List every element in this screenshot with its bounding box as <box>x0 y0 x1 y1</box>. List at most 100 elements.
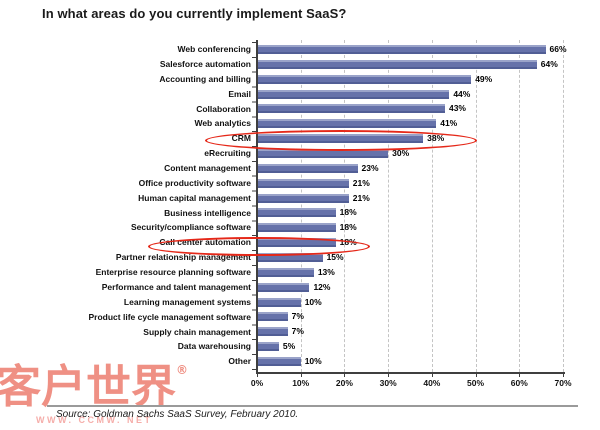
bar <box>257 208 336 218</box>
value-label: 10% <box>304 356 322 367</box>
chart-title: In what areas do you currently implement… <box>42 6 347 21</box>
bar <box>257 282 310 292</box>
watermark-url: WWW. CCMW. NET <box>36 415 153 425</box>
bar-track: 23% <box>257 161 563 176</box>
x-tick <box>344 372 346 377</box>
chart-row: Performance and talent management 12% <box>0 280 600 295</box>
bar-track: 64% <box>257 57 563 72</box>
chart-row: Web conferencing 66% <box>0 42 600 57</box>
gridline <box>388 40 390 372</box>
x-tick <box>431 372 433 377</box>
x-tick-label: 70% <box>554 378 572 388</box>
category-label: Product life cycle management software <box>88 311 252 322</box>
bar-track: 44% <box>257 87 563 102</box>
watermark-logo: 客户世界® <box>0 360 189 413</box>
bar-track: 13% <box>257 265 563 280</box>
chart-row: Learning management systems 10% <box>0 295 600 310</box>
chart-row: Salesforce automation 64% <box>0 57 600 72</box>
chart-row: Partner relationship management 15% <box>0 250 600 265</box>
value-label: 7% <box>291 311 304 322</box>
value-label: 10% <box>304 296 322 307</box>
x-tick <box>475 372 477 377</box>
value-label: 7% <box>291 326 304 337</box>
x-tick <box>300 372 302 377</box>
chart-row: Collaboration 43% <box>0 101 600 116</box>
x-tick-label: 30% <box>379 378 397 388</box>
x-tick <box>388 372 390 377</box>
category-label: Business intelligence <box>164 207 251 218</box>
highlight-ellipse <box>148 237 370 256</box>
category-label: Salesforce automation <box>159 59 251 70</box>
category-label: eRecruiting <box>204 148 251 159</box>
gridline <box>475 40 477 372</box>
category-label: Other <box>228 356 251 367</box>
chart-row: Other 10% <box>0 354 600 369</box>
chart-row: eRecruiting 30% <box>0 146 600 161</box>
x-tick-label: 10% <box>292 378 310 388</box>
bar <box>257 253 323 263</box>
bar-track: 43% <box>257 101 563 116</box>
bar-track: 12% <box>257 280 563 295</box>
category-label: Office productivity software <box>138 177 251 188</box>
chart-row: Human capital management 21% <box>0 191 600 206</box>
bar <box>257 89 450 99</box>
bar-track: 10% <box>257 295 563 310</box>
source-note: Source: Goldman Sachs SaaS Survey, Febru… <box>56 409 299 420</box>
bar <box>257 342 279 352</box>
bar <box>257 297 301 307</box>
gridline <box>519 40 521 372</box>
bar <box>257 223 336 233</box>
chart-row: Email 44% <box>0 87 600 102</box>
bar <box>257 163 358 173</box>
registered-mark-icon: ® <box>176 363 189 377</box>
x-tick <box>519 372 521 377</box>
chart-row: Business intelligence 18% <box>0 205 600 220</box>
category-label: Enterprise resource planning software <box>95 267 251 278</box>
value-label: 30% <box>392 148 410 159</box>
bar-track: 7% <box>257 309 563 324</box>
bar <box>257 312 288 322</box>
x-tick-label: 60% <box>510 378 528 388</box>
value-label: 12% <box>313 281 331 292</box>
x-tick-label: 0% <box>250 378 264 388</box>
bar-track: 21% <box>257 191 563 206</box>
value-label: 13% <box>317 266 335 277</box>
category-label: Web conferencing <box>177 44 251 55</box>
bar-track: 18% <box>257 220 563 235</box>
chart-row: Product life cycle management software 7% <box>0 309 600 324</box>
category-label: Security/compliance software <box>131 222 251 233</box>
chart-row: Content management 23% <box>0 161 600 176</box>
category-label: Human capital management <box>138 192 251 203</box>
category-label: Supply chain management <box>143 326 251 337</box>
bar-track: 66% <box>257 42 567 57</box>
x-tick-label: 40% <box>423 378 441 388</box>
category-label: Partner relationship management <box>115 252 251 263</box>
bar <box>257 357 301 367</box>
category-label: Email <box>228 88 251 99</box>
value-label: 15% <box>326 252 344 263</box>
bar-track: 7% <box>257 324 563 339</box>
value-label: 21% <box>352 177 370 188</box>
x-tick <box>563 372 564 377</box>
bar <box>257 119 437 129</box>
footer-divider <box>47 405 578 407</box>
bar <box>257 178 349 188</box>
category-label: Performance and talent management <box>101 281 251 292</box>
chart-row: Web analytics 41% <box>0 116 600 131</box>
value-label: 66% <box>549 44 567 54</box>
x-tick-label: 50% <box>467 378 485 388</box>
value-label: 44% <box>453 88 471 99</box>
bar-track: 30% <box>257 146 563 161</box>
bar-track: 15% <box>257 250 563 265</box>
chart-rows: Web conferencing 66% Salesforce automation… <box>0 42 600 369</box>
value-label: 43% <box>448 103 466 114</box>
bar <box>257 45 546 54</box>
gridline <box>563 40 564 372</box>
value-label: 41% <box>440 118 458 129</box>
chart-row: Accounting and billing 49% <box>0 72 600 87</box>
value-label: 21% <box>352 192 370 203</box>
y-axis-ticks <box>252 42 256 372</box>
value-label: 49% <box>475 73 493 84</box>
chart-row: Supply chain management 7% <box>0 324 600 339</box>
